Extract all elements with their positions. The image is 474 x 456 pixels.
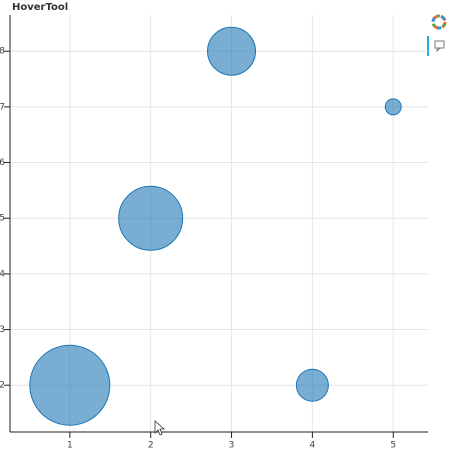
chart-title: HoverTool — [12, 2, 68, 13]
y-tick-label: 5 — [0, 214, 5, 224]
x-tick-label: 3 — [229, 441, 235, 451]
x-tick-label: 4 — [310, 441, 316, 451]
y-tick-label: 6 — [0, 158, 5, 168]
bubble — [207, 26, 257, 76]
logo-ring — [431, 14, 447, 30]
plot-area: 1 2 3 4 5 2 3 4 5 6 7 8 — [0, 15, 428, 451]
toolbar — [427, 14, 447, 56]
y-tick-label: 8 — [0, 47, 5, 57]
hover-tool-button[interactable] — [434, 40, 445, 53]
bubble — [118, 185, 184, 251]
y-tick-label: 2 — [0, 381, 5, 391]
y-tick-label: 7 — [0, 102, 5, 112]
x-tick-label: 1 — [67, 441, 73, 451]
logo-ring — [431, 14, 447, 30]
logo-ring — [431, 14, 447, 30]
y-tick-label: 3 — [0, 325, 5, 335]
hover-icon — [434, 40, 445, 49]
bubble — [29, 344, 111, 426]
mouse-cursor — [154, 420, 166, 436]
bubble — [295, 368, 329, 402]
bokeh-logo[interactable] — [431, 14, 447, 30]
hover-icon — [436, 47, 441, 53]
bubble — [384, 98, 402, 116]
x-tick-label: 2 — [148, 441, 154, 451]
x-tick-label: 5 — [390, 441, 396, 451]
y-tick-label: 4 — [0, 269, 5, 279]
